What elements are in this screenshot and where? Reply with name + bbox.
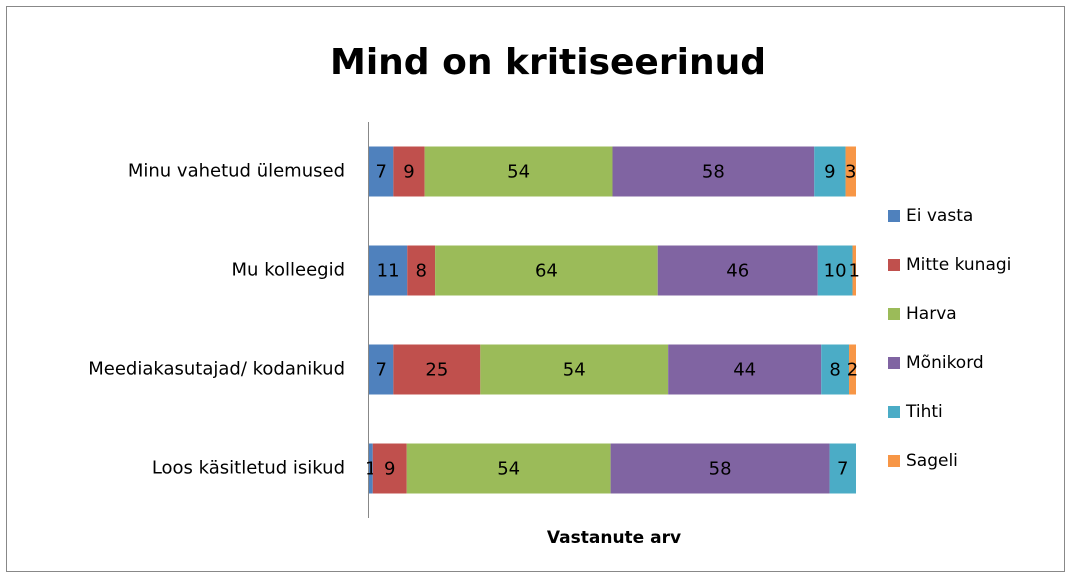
bar-segment — [372, 443, 407, 494]
data-label: 8 — [415, 261, 426, 282]
data-label: 25 — [425, 360, 448, 381]
bar-segment — [610, 443, 830, 494]
bar-segment — [369, 245, 408, 296]
bar-segment — [852, 245, 856, 296]
bar-segment — [435, 245, 658, 296]
y-tick-label: Mu kolleegid — [232, 260, 345, 281]
bar-segment — [424, 146, 613, 197]
bar-segment — [369, 344, 394, 395]
data-label: 1 — [365, 459, 376, 480]
data-label: 44 — [733, 360, 756, 381]
legend-swatch — [888, 259, 900, 271]
bar-segment — [406, 443, 611, 494]
bar-segment — [407, 245, 436, 296]
bar-segment — [821, 344, 850, 395]
y-tick-label: Meediakasutajad/ kodanikud — [88, 359, 345, 380]
legend-swatch — [888, 406, 900, 418]
legend-swatch — [888, 210, 900, 222]
y-tick-label: Minu vahetud ülemused — [128, 161, 345, 182]
data-label: 1 — [849, 261, 860, 282]
legend-label: Sageli — [906, 451, 958, 471]
bar-segment — [817, 245, 853, 296]
data-label: 58 — [709, 459, 732, 480]
legend-swatch — [888, 308, 900, 320]
data-label: 9 — [824, 162, 835, 183]
bar-segment — [369, 443, 373, 494]
legend-label: Mõnikord — [906, 353, 984, 373]
bar-segment — [657, 245, 818, 296]
legend-label: Harva — [906, 304, 957, 324]
data-label: 9 — [384, 459, 395, 480]
x-axis-label: Vastanute arv — [547, 528, 681, 548]
data-label: 54 — [497, 459, 520, 480]
data-label: 54 — [563, 360, 586, 381]
data-label: 8 — [829, 360, 840, 381]
data-label: 10 — [824, 261, 847, 282]
bar-segment — [369, 146, 394, 197]
data-label: 9 — [403, 162, 414, 183]
data-label: 54 — [507, 162, 530, 183]
bar-segment — [845, 146, 856, 197]
legend-swatch — [888, 357, 900, 369]
chart-title: Mind on kritiseerinud — [330, 42, 766, 83]
legend-swatch — [888, 455, 900, 467]
bar-segment — [668, 344, 822, 395]
bar-segment — [849, 344, 856, 395]
data-label: 7 — [375, 162, 386, 183]
data-label: 64 — [535, 261, 558, 282]
bar-segment — [829, 443, 856, 494]
data-label: 3 — [845, 162, 856, 183]
data-label: 11 — [377, 261, 400, 282]
data-label: 7 — [375, 360, 386, 381]
legend-label: Mitte kunagi — [906, 255, 1011, 275]
bar-segment — [393, 146, 425, 197]
bar-segment — [393, 344, 481, 395]
data-label: 46 — [726, 261, 749, 282]
bar-segment — [612, 146, 815, 197]
data-label: 7 — [837, 459, 848, 480]
bar-segment — [480, 344, 669, 395]
data-label: 58 — [702, 162, 725, 183]
bar-segment — [814, 146, 846, 197]
data-label: 2 — [847, 360, 858, 381]
legend-label: Tihti — [905, 402, 943, 422]
y-tick-label: Loos käsitletud isikud — [152, 458, 345, 479]
legend-label: Ei vasta — [906, 206, 973, 226]
